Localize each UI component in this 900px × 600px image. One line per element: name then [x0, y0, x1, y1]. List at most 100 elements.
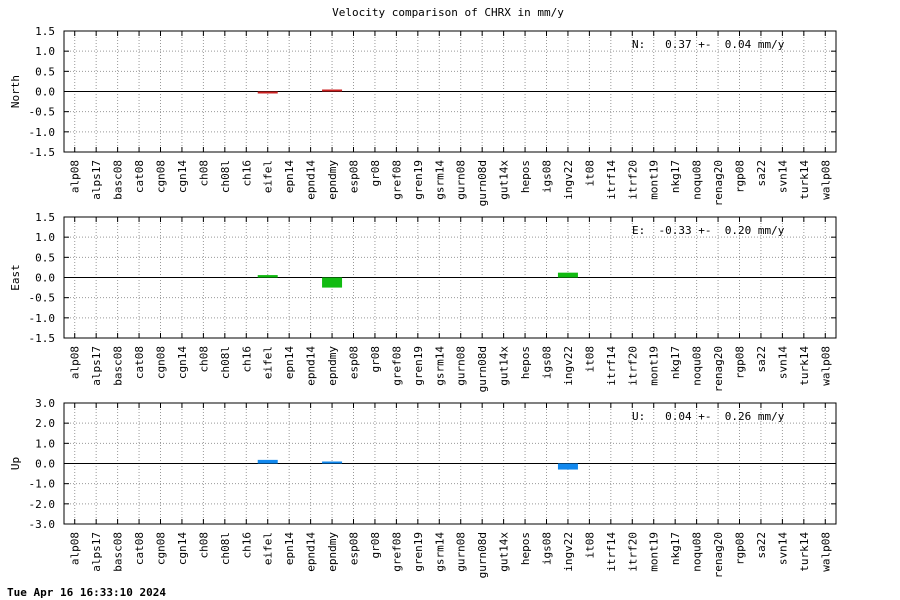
y-tick-label: -1.0 [29, 126, 56, 139]
x-tick-label: itrf14 [605, 532, 618, 572]
x-tick-label: alp08 [69, 160, 82, 193]
x-tick-label: cat08 [133, 346, 146, 379]
x-tick-label: esp08 [348, 346, 361, 379]
bar-eifel [257, 275, 278, 278]
y-axis-label: East [9, 264, 22, 291]
x-tick-label: alps17 [90, 346, 103, 386]
x-tick-label: gref08 [390, 532, 403, 572]
x-tick-label: cgn14 [176, 160, 189, 193]
plot-frame [63, 30, 837, 153]
y-tick-label: 1.0 [35, 45, 55, 58]
x-tick-label: noqu08 [691, 532, 704, 572]
x-tick-label: ch08 [197, 532, 210, 559]
x-tick-label: svn14 [776, 532, 789, 565]
x-tick-label: gref08 [390, 346, 403, 386]
x-tick-label: gren19 [412, 346, 425, 386]
bar-epndmy [322, 89, 343, 92]
x-tick-label: cgn08 [155, 346, 168, 379]
x-tick-label: gut14x [498, 160, 511, 200]
x-tick-label: ingv22 [562, 532, 575, 572]
y-tick-label: 3.0 [35, 397, 55, 410]
plot-frame [63, 402, 837, 525]
x-tick-label: alps17 [90, 532, 103, 572]
x-tick-label: itrf20 [626, 532, 639, 572]
x-tick-label: gref08 [390, 160, 403, 200]
x-tick-label: gsrm14 [433, 160, 446, 200]
x-tick-label: renag20 [712, 532, 725, 578]
y-tick-label: 0.0 [35, 272, 55, 285]
x-tick-label: basc08 [112, 532, 125, 572]
x-tick-label: epnd14 [305, 532, 318, 572]
x-tick-label: igs08 [541, 160, 554, 193]
y-axis-label: Up [9, 457, 22, 470]
bar-eifel [257, 91, 278, 94]
y-tick-label: 0.0 [35, 458, 55, 471]
x-tick-label: epnd14 [305, 160, 318, 200]
x-tick-label: gr08 [369, 532, 382, 559]
x-tick-label: gsrm14 [433, 346, 446, 386]
bar-ingv22 [557, 463, 578, 470]
x-tick-label: epn14 [283, 160, 296, 193]
y-axis-label: North [9, 75, 22, 108]
y-tick-label: 1.5 [35, 25, 55, 38]
x-tick-label: gut14x [498, 532, 511, 572]
x-tick-label: epnd14 [305, 346, 318, 386]
x-tick-label: turk14 [798, 160, 811, 200]
panel-up: 3.0 2.0 1.0 0.0 -1.0 -2.0 -3.0 alp08 alps17 basc0… [9, 397, 837, 578]
x-tick-label: cgn14 [176, 532, 189, 565]
x-tick-label: esp08 [348, 160, 361, 193]
bar-epndmy [322, 461, 343, 464]
x-tick-label: renag20 [712, 160, 725, 206]
x-tick-label: itrf20 [626, 160, 639, 200]
x-tick-label: nkg17 [669, 346, 682, 379]
y-tick-label: 1.0 [35, 437, 55, 450]
x-tick-label: turk14 [798, 532, 811, 572]
x-tick-label: it08 [583, 346, 596, 373]
x-tick-label: basc08 [112, 346, 125, 386]
x-tick-label: cat08 [133, 160, 146, 193]
x-tick-label: walp08 [819, 346, 832, 386]
timestamp: Tue Apr 16 16:33:10 2024 [7, 586, 166, 599]
x-tick-label: eifel [262, 532, 275, 565]
x-tick-label: renag20 [712, 346, 725, 392]
y-tick-label: -3.0 [29, 518, 56, 531]
velocity-annotation: U: 0.04 +- 0.26 mm/y [632, 410, 785, 423]
x-tick-label: basc08 [112, 160, 125, 200]
x-tick-label: gr08 [369, 346, 382, 373]
x-tick-label: cat08 [133, 532, 146, 565]
x-tick-label: itrf14 [605, 346, 618, 386]
chart-title: Velocity comparison of CHRX in mm/y [332, 6, 564, 19]
x-tick-label: mont19 [648, 532, 661, 572]
bar-eifel [257, 459, 278, 464]
x-tick-label: it08 [583, 532, 596, 559]
x-tick-label: gurn08 [455, 160, 468, 200]
x-tick-label: nkg17 [669, 160, 682, 193]
x-tick-label: esp08 [348, 532, 361, 565]
x-tick-label: igs08 [541, 346, 554, 379]
x-tick-label: ch16 [240, 532, 253, 559]
x-tick-label: epn14 [283, 532, 296, 565]
x-tick-label: hepos [519, 346, 532, 379]
x-tick-label: igs08 [541, 532, 554, 565]
x-tick-label: epndmy [326, 346, 339, 386]
x-tick-label: it08 [583, 160, 596, 187]
y-tick-label: -1.5 [29, 332, 56, 345]
x-tick-label: gut14x [498, 346, 511, 386]
x-tick-label: eifel [262, 160, 275, 193]
y-tick-label: -2.0 [29, 498, 56, 511]
x-tick-label: alp08 [69, 346, 82, 379]
y-tick-label: -1.0 [29, 478, 56, 491]
x-tick-label: walp08 [819, 160, 832, 200]
x-tick-label: eifel [262, 346, 275, 379]
y-tick-label: -0.5 [29, 292, 56, 305]
x-tick-label: gurn08d [476, 160, 489, 206]
x-tick-label: cgn08 [155, 532, 168, 565]
x-tick-label: mont19 [648, 160, 661, 200]
velocity-annotation: E: -0.33 +- 0.20 mm/y [632, 224, 785, 237]
x-tick-label: ch08 [197, 160, 210, 187]
x-tick-label: ch08l [219, 346, 232, 379]
x-tick-label: cgn08 [155, 160, 168, 193]
bar-ingv22 [557, 272, 578, 278]
x-tick-label: gsrm14 [433, 532, 446, 572]
x-tick-label: ch08l [219, 532, 232, 565]
